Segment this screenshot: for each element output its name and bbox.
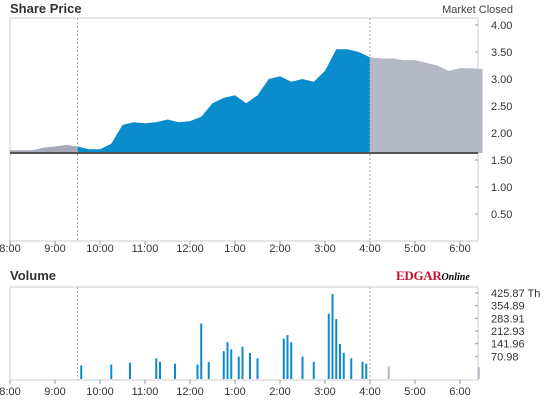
volume-y-tick-label: 283.91: [491, 313, 525, 325]
volume-x-tick-label: 5:00: [404, 386, 425, 398]
market-status: Market Closed: [442, 4, 513, 16]
price-y-tick-label: 2.00: [491, 128, 512, 140]
volume-y-tick-label: 425.87 Th: [491, 288, 540, 300]
volume-x-tick-label: 4:00: [359, 386, 380, 398]
volume-bar: [339, 344, 341, 379]
volume-y-tick-label: 212.93: [491, 326, 525, 338]
volume-y-tick-label: 354.89: [491, 301, 525, 313]
price-x-tick-label: 2:00: [269, 243, 290, 255]
volume-bar: [282, 338, 285, 379]
volume-bar: [110, 364, 113, 379]
price-x-tick-label: 8:00: [0, 243, 21, 255]
price-panel-title: Share Price: [10, 1, 82, 16]
volume-x-tick-label: 1:00: [224, 386, 245, 398]
volume-y-tick-label: 70.98: [491, 351, 519, 363]
price-x-tick-label: 10:00: [86, 243, 114, 255]
price-y-tick-label: 3.50: [491, 47, 512, 59]
price-x-tick-label: 4:00: [359, 243, 380, 255]
volume-x-tick-label: 9:00: [44, 386, 65, 398]
volume-bar: [256, 358, 259, 379]
volume-bar: [222, 351, 225, 379]
volume-x-tick-label: 12:00: [176, 386, 204, 398]
volume-y-tick-label: 141.96: [491, 339, 525, 351]
volume-x-tick-label: 2:00: [269, 386, 290, 398]
edgar-online-logo: EDGAROnline: [396, 268, 470, 284]
volume-x-tick-label: 10:00: [86, 386, 114, 398]
volume-panel-title: Volume: [10, 268, 56, 283]
volume-bar: [312, 361, 315, 379]
volume-bar: [174, 363, 176, 379]
volume-bar: [237, 356, 240, 379]
price-y-tick-label: 4.00: [491, 20, 512, 32]
volume-bar: [241, 346, 244, 379]
price-x-tick-label: 6:00: [449, 243, 470, 255]
volume-bar: [230, 349, 233, 379]
volume-bar: [350, 358, 353, 379]
price-y-tick-label: 1.00: [491, 182, 512, 194]
price-area-session: [77, 49, 370, 153]
price-area-premarket: [10, 144, 78, 153]
volume-bar: [335, 319, 338, 379]
volume-bar: [387, 366, 390, 379]
price-y-tick-label: 1.50: [491, 155, 512, 167]
volume-bar: [80, 365, 83, 379]
volume-bar: [331, 294, 334, 379]
volume-bar: [196, 364, 199, 379]
volume-x-tick-label: 3:00: [314, 386, 335, 398]
price-x-tick-label: 12:00: [176, 243, 204, 255]
price-x-tick-label: 3:00: [314, 243, 335, 255]
price-y-tick-label: 3.00: [491, 74, 512, 86]
price-x-tick-label: 11:00: [132, 243, 159, 255]
volume-bar: [301, 356, 304, 379]
volume-bar: [159, 361, 161, 379]
price-y-tick-label: 0.50: [491, 209, 512, 221]
volume-bar: [207, 361, 210, 379]
volume-x-tick-label: 6:00: [449, 386, 470, 398]
volume-bar: [327, 313, 330, 379]
price-x-tick-label: 9:00: [44, 243, 65, 255]
volume-bar: [226, 342, 229, 379]
volume-x-tick-label: 8:00: [0, 386, 21, 398]
volume-bar: [155, 358, 158, 379]
volume-bar: [361, 361, 364, 379]
volume-bar: [477, 367, 480, 379]
logo-main: EDGAR: [396, 268, 442, 283]
volume-bar: [365, 363, 368, 379]
volume-bar: [249, 352, 251, 379]
price-area-afterhours: [370, 57, 483, 153]
volume-bar: [290, 342, 293, 379]
volume-bar: [200, 323, 203, 379]
price-y-tick-label: 2.50: [491, 101, 512, 113]
volume-x-tick-label: 11:00: [132, 386, 159, 398]
volume-bar: [286, 335, 289, 379]
price-x-tick-label: 5:00: [404, 243, 425, 255]
volume-bar: [342, 352, 345, 379]
price-x-tick-label: 1:00: [224, 243, 245, 255]
volume-plot-frame: [9, 286, 479, 381]
volume-bar: [129, 362, 131, 379]
logo-sub: Online: [441, 272, 470, 283]
